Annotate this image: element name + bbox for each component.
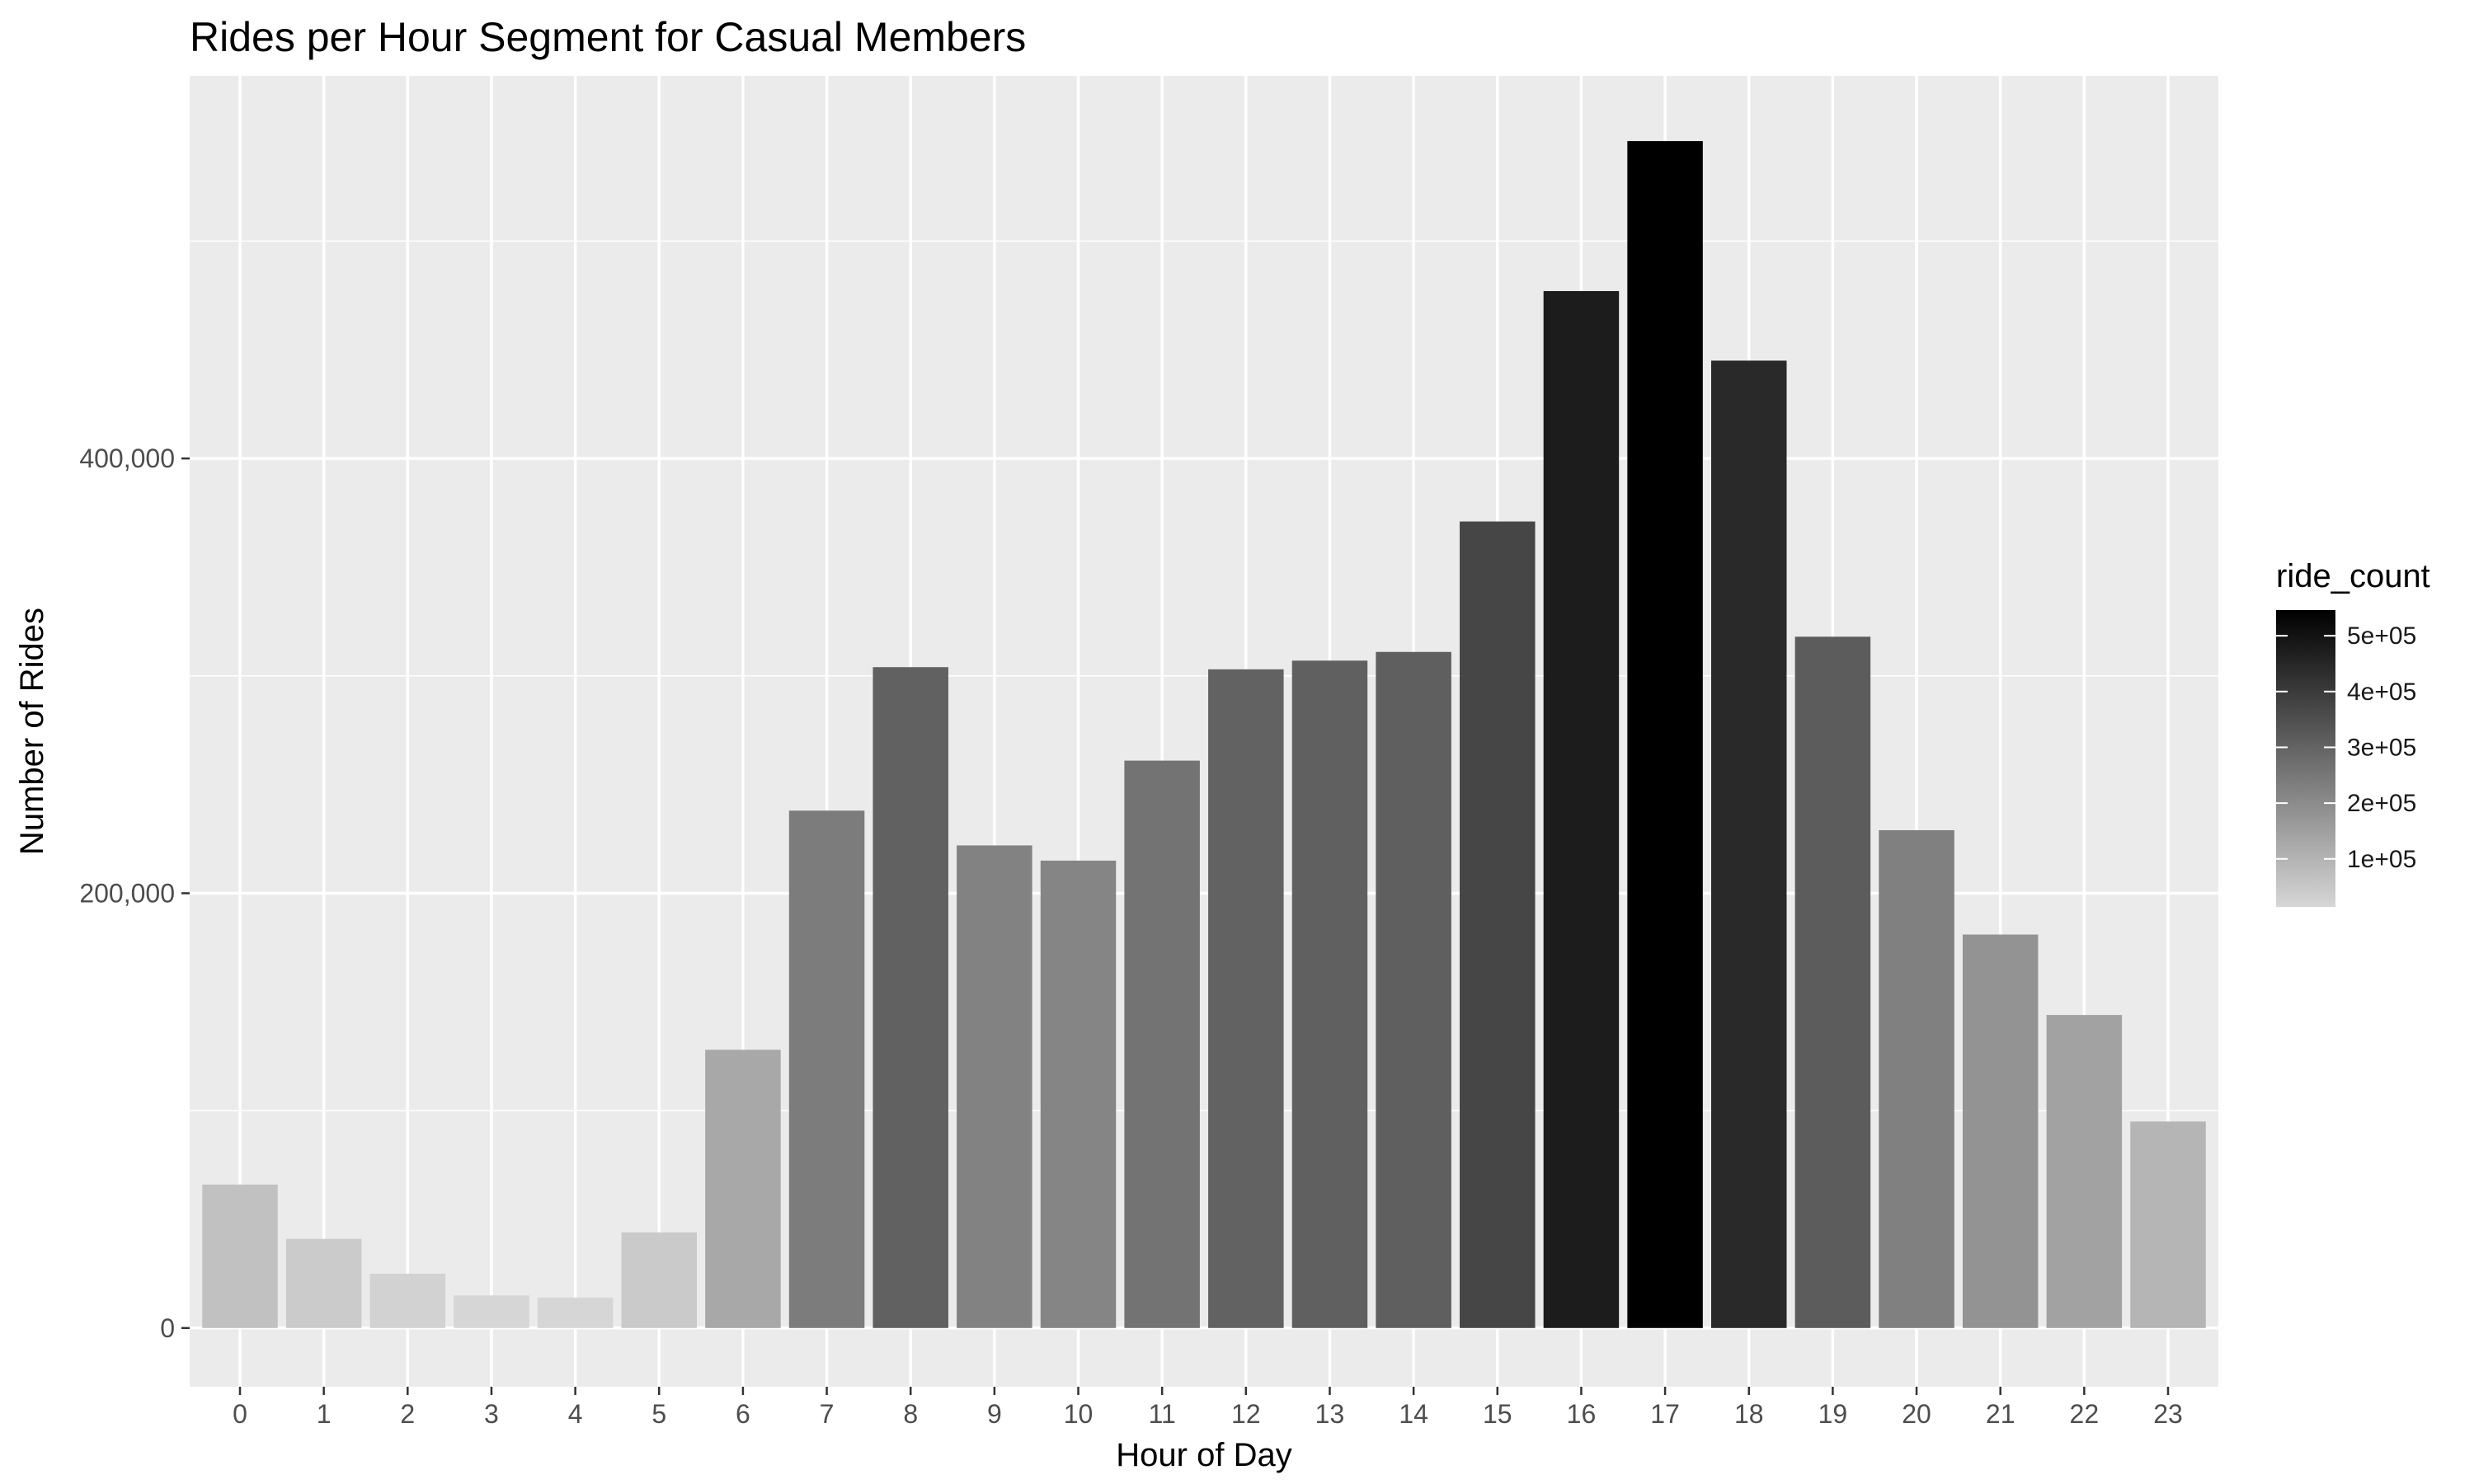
x-tick-label: 10: [1064, 1399, 1094, 1429]
bar-6: [705, 1050, 781, 1328]
legend-label: 1e+05: [2347, 846, 2416, 873]
x-tick-label: 1: [317, 1399, 332, 1429]
x-tick-label: 11: [1149, 1399, 1176, 1429]
bar-1: [285, 1238, 362, 1328]
bar-4: [537, 1297, 614, 1328]
x-tick-label: 20: [1902, 1399, 1931, 1429]
legend-label: 3e+05: [2347, 734, 2416, 761]
bar-22: [2046, 1015, 2123, 1328]
bar-8: [872, 667, 948, 1328]
bar-17: [1627, 141, 1703, 1328]
y-tick-label: 0: [160, 1313, 175, 1343]
bar-15: [1460, 521, 1536, 1328]
bar-18: [1711, 360, 1787, 1328]
x-tick-label: 5: [651, 1399, 666, 1429]
bar-16: [1543, 291, 1620, 1328]
y-axis-title: Number of Rides: [14, 608, 50, 855]
x-tick-label: 15: [1483, 1399, 1512, 1429]
bar-9: [957, 845, 1032, 1328]
y-tick-label: 200,000: [79, 878, 175, 908]
bars: [202, 141, 2206, 1328]
x-tick-label: 7: [820, 1399, 835, 1429]
x-tick-label: 13: [1315, 1399, 1345, 1429]
y-tick-label: 400,000: [79, 444, 175, 473]
x-tick-label: 2: [400, 1399, 415, 1429]
x-tick-label: 19: [1818, 1399, 1848, 1429]
legend-label: 5e+05: [2347, 622, 2416, 650]
bar-12: [1208, 669, 1284, 1328]
chart-title: Rides per Hour Segment for Casual Member…: [190, 14, 1026, 60]
bar-3: [454, 1295, 529, 1328]
bar-2: [369, 1273, 446, 1328]
x-tick-label: 12: [1231, 1399, 1261, 1429]
legend-colorbar: [2276, 610, 2335, 907]
bar-5: [621, 1232, 697, 1328]
bar-14: [1376, 651, 1451, 1328]
legend-label: 2e+05: [2347, 790, 2416, 817]
x-tick-label: 9: [987, 1399, 1002, 1429]
y-axis: 0 200,000 400,000: [79, 444, 190, 1343]
x-axis-title: Hour of Day: [1116, 1437, 1291, 1473]
x-axis: 0 1 2 3 4 5 6 7 8 9 10 11 12 13 14 15 16 17 18 19 20 21 22 23: [233, 1387, 2183, 1429]
x-tick-label: 0: [233, 1399, 247, 1429]
legend-title: ride_count: [2276, 558, 2430, 594]
x-tick-label: 16: [1567, 1399, 1597, 1429]
x-tick-label: 8: [903, 1399, 918, 1429]
bar-19: [1794, 636, 1871, 1328]
x-tick-label: 6: [736, 1399, 750, 1429]
x-tick-label: 23: [2153, 1399, 2183, 1429]
bar-23: [2130, 1121, 2206, 1328]
legend-label: 4e+05: [2347, 679, 2416, 706]
bar-21: [1962, 934, 2039, 1328]
bar-0: [202, 1184, 278, 1328]
bar-20: [1879, 829, 1954, 1328]
x-tick-label: 18: [1734, 1399, 1764, 1429]
x-tick-label: 21: [1986, 1399, 2015, 1429]
bar-11: [1124, 760, 1200, 1328]
bar-7: [788, 810, 865, 1328]
bar-10: [1040, 860, 1117, 1328]
legend: ride_count 1e+05 2e+05 3e+05 4e+05 5e+05: [2276, 558, 2430, 907]
x-tick-label: 3: [484, 1399, 499, 1429]
bar-13: [1291, 660, 1368, 1328]
legend-ticks: 1e+05 2e+05 3e+05 4e+05 5e+05: [2276, 622, 2416, 873]
x-tick-label: 17: [1650, 1399, 1680, 1429]
x-tick-label: 14: [1399, 1399, 1428, 1429]
x-tick-label: 22: [2070, 1399, 2100, 1429]
x-tick-label: 4: [568, 1399, 583, 1429]
